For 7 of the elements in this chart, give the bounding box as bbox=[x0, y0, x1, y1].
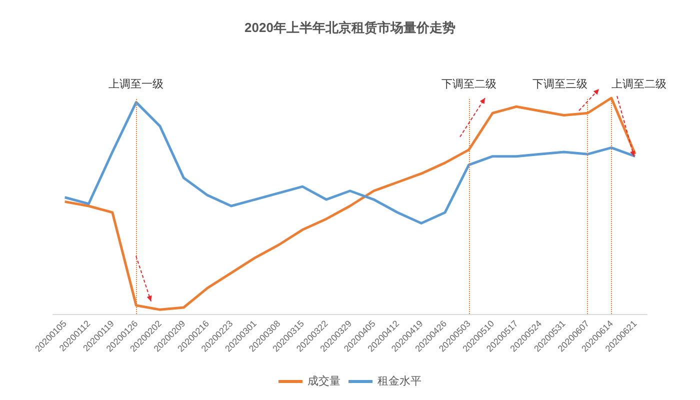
legend-label: 租金水平 bbox=[378, 374, 422, 388]
legend-label: 成交量 bbox=[308, 374, 340, 388]
chart-title: 2020年上半年北京租赁市场量价走势 bbox=[244, 20, 456, 35]
ref-line-label: 下调至三级 bbox=[532, 78, 588, 90]
ref-line-label: 上调至二级 bbox=[611, 78, 666, 90]
ref-line-label: 上调至一级 bbox=[108, 78, 164, 90]
ref-line-label: 下调至二级 bbox=[441, 78, 496, 90]
